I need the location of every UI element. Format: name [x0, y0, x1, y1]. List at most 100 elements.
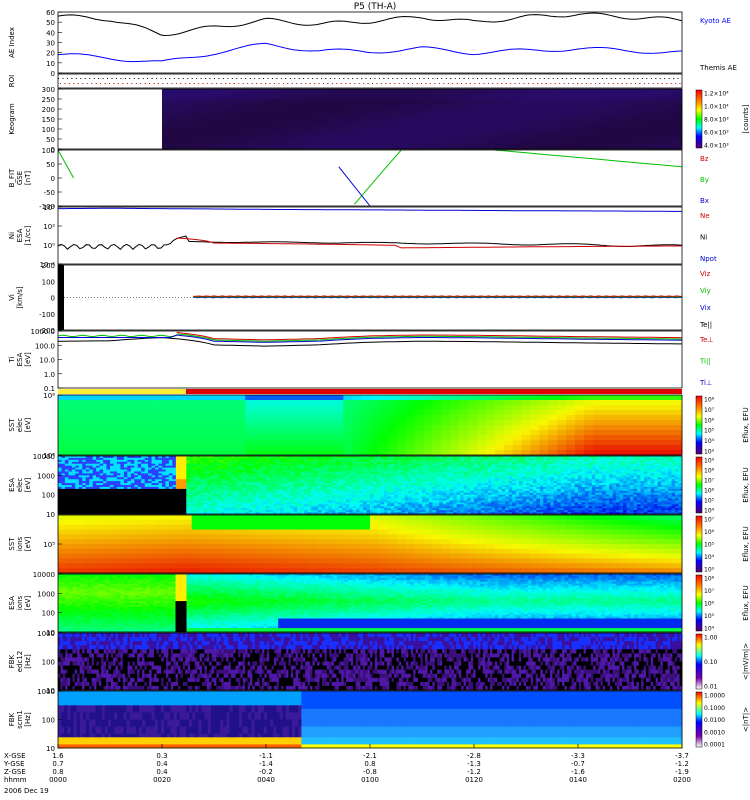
esa-elec-cell	[328, 494, 333, 497]
esa-elec-cell	[141, 456, 146, 459]
keogram-cell	[661, 99, 672, 105]
esa-elec-cell	[165, 488, 170, 492]
keogram-cell	[671, 124, 683, 130]
esa-elec-cell	[314, 498, 319, 501]
esa-elec-cell	[123, 490, 128, 494]
esa-elec-cell	[380, 467, 385, 470]
keogram-cell	[422, 99, 433, 105]
esa-elec-cell	[283, 512, 288, 515]
keogram-cell	[609, 104, 620, 110]
sst-elec-cell	[245, 405, 255, 411]
keogram-cell	[182, 104, 194, 110]
esa-elec-cell	[428, 459, 433, 463]
esa-elec-cell	[394, 463, 399, 466]
esa-elec-cell	[96, 469, 100, 472]
sst-elec-cell	[182, 400, 193, 406]
esa-elec-cell	[383, 473, 388, 476]
esa-elec-cell	[408, 456, 412, 459]
esa-elec-cell	[234, 456, 239, 459]
esa-elec-cell	[290, 496, 295, 499]
esa-elec-cell	[137, 477, 142, 480]
esa-elec-cell	[200, 481, 204, 484]
keogram-cell	[557, 94, 568, 100]
esa-elec-cell	[338, 475, 343, 478]
esa-elec-cell	[78, 459, 83, 463]
esa-elec-cell	[307, 479, 312, 482]
sst-elec-cell	[138, 425, 148, 431]
esa-elec-cell	[116, 461, 121, 465]
keogram-cell	[214, 139, 225, 145]
keogram-cell	[234, 139, 246, 145]
esa-elec-cell	[106, 481, 111, 484]
esa-elec-cell	[179, 508, 184, 511]
esa-elec-cell	[290, 473, 295, 476]
sst-elec-cell	[566, 410, 576, 416]
esa-elec-cell	[99, 481, 104, 484]
roi-dot	[479, 83, 480, 84]
esa-elec-cell	[335, 510, 340, 513]
sst-elec-cell	[289, 420, 300, 426]
sst-elec-cell	[156, 410, 166, 416]
esa-elec-cell	[418, 483, 423, 486]
esa-elec-cell	[106, 475, 111, 478]
esa-elec-cell	[328, 483, 333, 486]
keogram-cell	[671, 109, 683, 115]
esa-elec-cell	[286, 498, 291, 501]
keogram-cell	[359, 94, 371, 100]
esa-elec-cell	[279, 465, 284, 468]
sst-elec-cell	[361, 395, 371, 401]
keogram-cell	[474, 94, 485, 100]
esa-elec-cell	[408, 471, 412, 474]
esa-elec-cell	[266, 457, 270, 461]
esa-elec-cell	[331, 475, 336, 478]
keogram-cell	[255, 99, 267, 105]
esa-elec-cell	[397, 471, 402, 474]
esa-elec-cell	[106, 498, 111, 501]
roi-dot	[450, 78, 452, 79]
esa-elec-cell	[214, 508, 218, 511]
roi-dot	[138, 78, 140, 79]
sst-elec-cell	[521, 415, 531, 421]
esa-elec-cell	[314, 459, 319, 463]
esa-elec-cell	[61, 459, 66, 463]
esa-elec-cell	[106, 496, 111, 499]
sst-elec-cell	[503, 435, 513, 441]
esa-elec-cell	[137, 461, 142, 465]
esa-elec-cell	[116, 471, 121, 474]
sst-elec-cell	[66, 450, 77, 456]
esa-elec-cell	[252, 461, 256, 465]
esa-elec-cell	[123, 488, 128, 492]
esa-elec-cell	[210, 481, 215, 484]
esa-elec-cell	[99, 461, 104, 465]
keogram-cell	[453, 139, 464, 145]
esa-elec-cell	[186, 471, 191, 474]
esa-elec-cell	[245, 488, 250, 492]
keogram-cell	[390, 139, 402, 145]
sst-elec-cell	[477, 405, 487, 411]
sst-elec-cell	[512, 450, 522, 456]
esa-elec-cell	[96, 504, 100, 507]
esa-elec-cell	[255, 475, 260, 478]
esa-elec-cell	[300, 461, 305, 465]
sst-elec-cell	[530, 450, 540, 456]
esa-elec-cell	[99, 473, 104, 476]
esa-elec-cell	[92, 475, 97, 478]
esa-elec-cell	[64, 471, 69, 474]
sst-elec-cell	[521, 420, 531, 426]
keogram-cell	[214, 119, 225, 125]
sst-elec-cell	[592, 395, 603, 401]
keogram-cell	[255, 109, 267, 115]
esa-elec-cell	[314, 475, 319, 478]
esa-elec-cell	[324, 490, 329, 494]
keogram-cell	[370, 114, 381, 120]
esa-elec-cell	[415, 506, 419, 509]
esa-elec-cell	[68, 475, 73, 478]
keogram-cell	[224, 139, 236, 145]
esa-elec-cell	[116, 485, 121, 488]
esa-elec-cell	[141, 502, 146, 505]
sst-elec-cell	[102, 450, 112, 456]
esa-elec-cell	[155, 494, 159, 497]
esa-elec-cell	[318, 500, 322, 503]
keogram-cell	[619, 104, 631, 110]
esa-elec-cell	[238, 488, 243, 492]
